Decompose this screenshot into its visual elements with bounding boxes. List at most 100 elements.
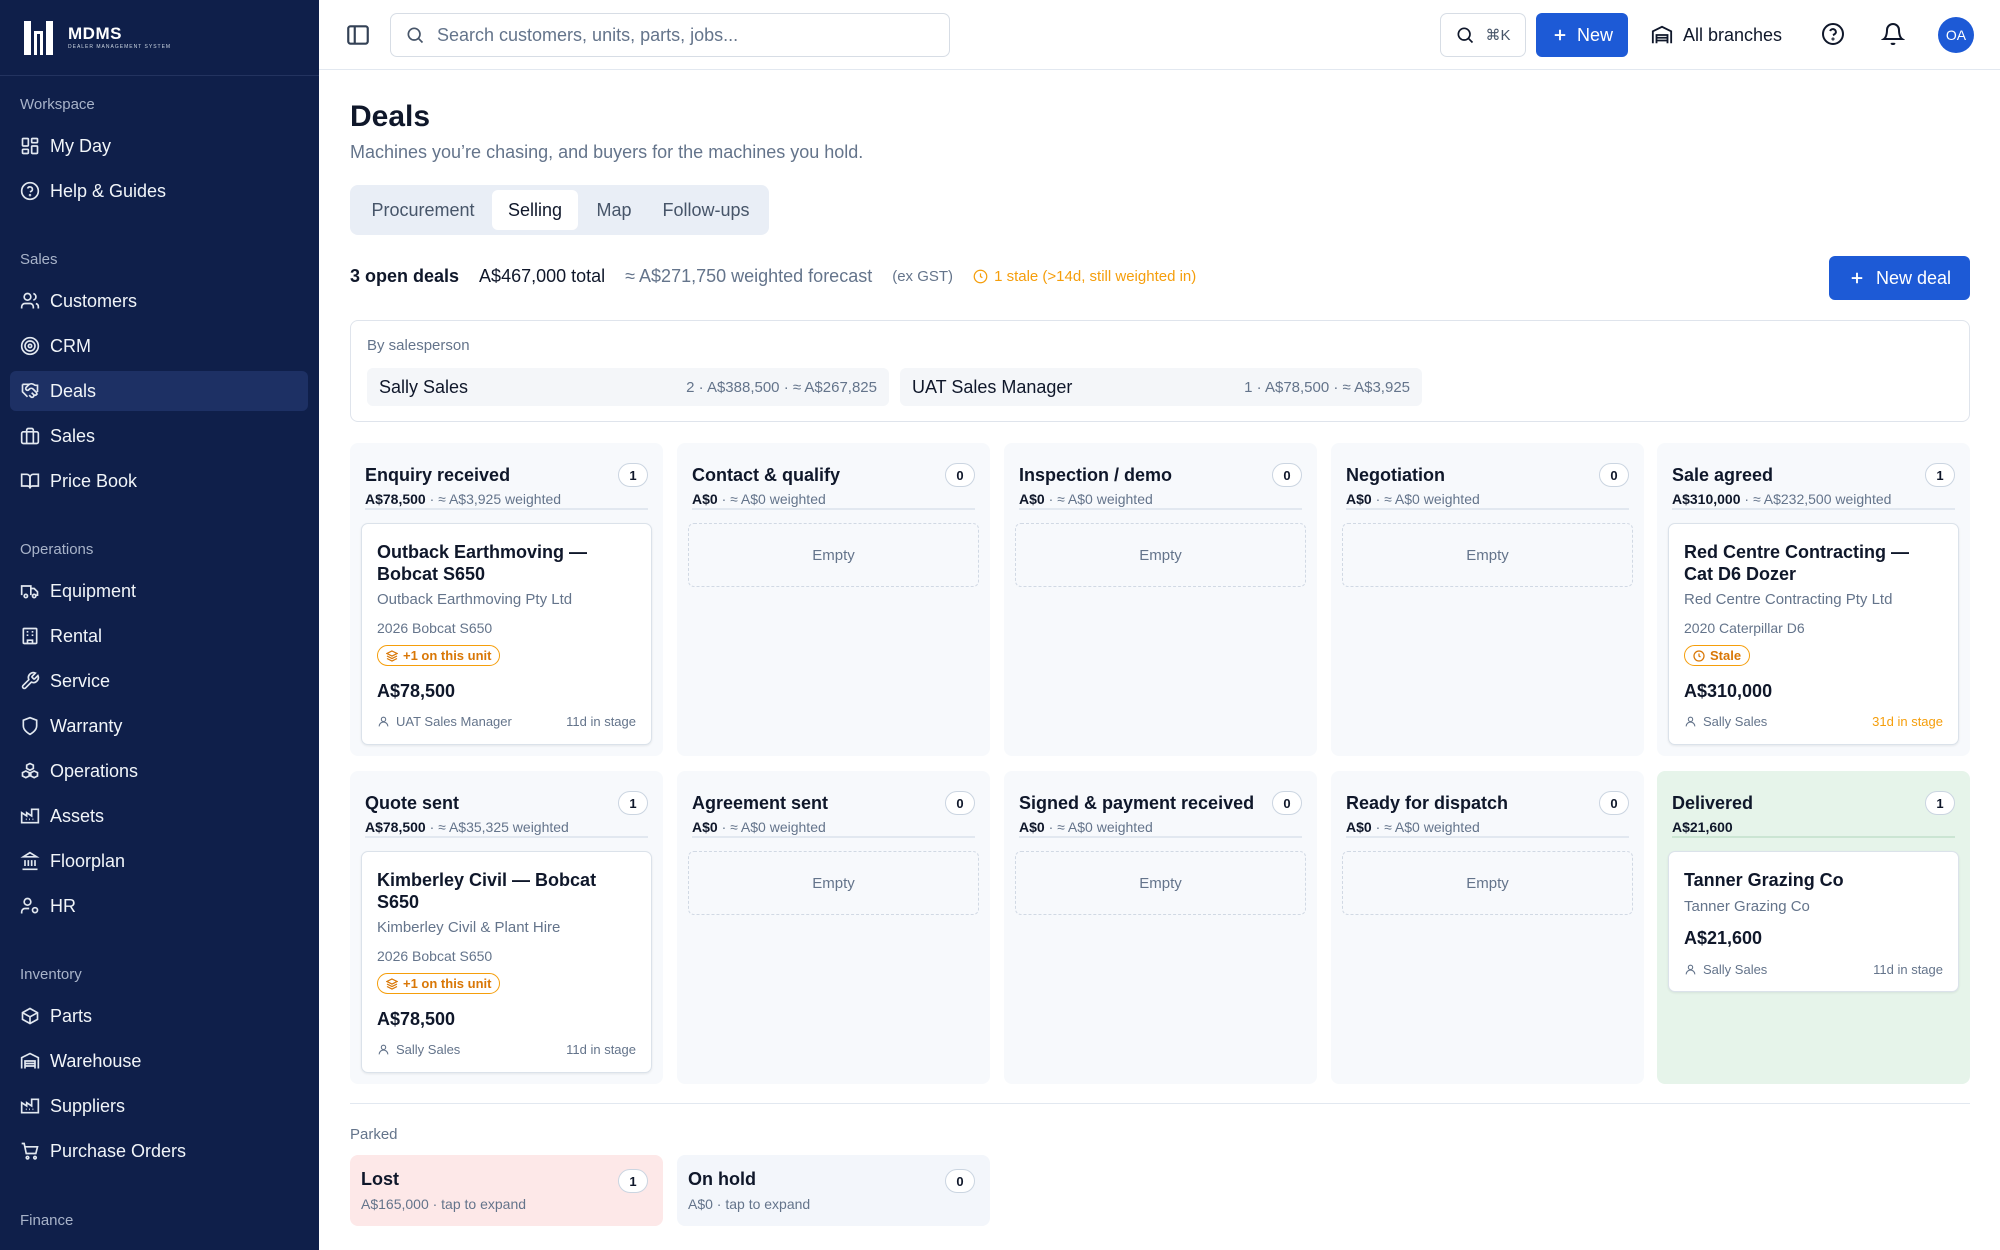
owner-name: Sally Sales <box>1703 962 1768 977</box>
salesperson-name: Sally Sales <box>379 376 469 397</box>
sidebar-item-label: Operations <box>50 760 139 781</box>
user-cog-icon <box>20 897 39 914</box>
sidebar-item-customers[interactable]: Customers <box>10 281 308 321</box>
new-deal-button[interactable]: New deal <box>1829 256 1970 300</box>
sidebar-item-service[interactable]: Service <box>10 661 308 701</box>
grid-icon <box>21 137 39 155</box>
parked-lost[interactable]: Lost 1 A$165,000 · tap to expand <box>350 1155 663 1226</box>
plus-icon <box>1851 272 1863 284</box>
days-in-stage: 31d in stage <box>1872 714 1943 729</box>
sidebar-item-label: CRM <box>50 335 91 356</box>
layers-icon <box>386 977 398 990</box>
cart-icon <box>21 1142 39 1160</box>
column-count: 0 <box>1272 791 1302 815</box>
sidebar-item-my-day[interactable]: My Day <box>10 126 308 166</box>
column-enquiry-received: Enquiry received 1 A$78,500 · ≈ A$3,925 … <box>350 443 663 756</box>
sidebar-item-label: HR <box>50 895 76 916</box>
column-count: 1 <box>618 791 648 815</box>
sidebar-item-rental[interactable]: Rental <box>10 616 308 656</box>
parked-on-hold[interactable]: On hold 0 A$0 · tap to expand <box>677 1155 990 1226</box>
owner-name: Sally Sales <box>1703 714 1768 729</box>
empty-dropzone: Empty <box>688 523 979 587</box>
factory-icon <box>20 808 40 824</box>
sidebar-item-label: Customers <box>50 290 138 311</box>
sidebar-item-label: Suppliers <box>50 1095 126 1116</box>
salesperson-summary: 2 · A$388,500 · ≈ A$267,825 <box>686 378 877 396</box>
deal-card[interactable]: Tanner Grazing Co Tanner Grazing Co A$21… <box>1668 851 1959 992</box>
sidebar-item-hr[interactable]: HR <box>10 886 308 926</box>
column-count: 0 <box>1599 463 1629 487</box>
days-in-stage: 11d in stage <box>1873 962 1943 977</box>
wrench-icon <box>21 671 40 690</box>
column-count: 0 <box>1599 791 1629 815</box>
empty-dropzone: Empty <box>1342 523 1633 587</box>
owner-name: UAT Sales Manager <box>396 714 512 729</box>
branch-selector[interactable]: All branches <box>1651 13 1782 57</box>
badge-text: +1 on this unit <box>403 648 492 663</box>
column-weighted: · ≈ A$0 weighted <box>1044 819 1153 835</box>
column-amount: A$78,500 <box>365 819 426 835</box>
logo-subtext: DEALER MANAGEMENT SYSTEM <box>68 44 172 50</box>
sidebar-item-suppliers[interactable]: Suppliers <box>10 1086 308 1126</box>
sidebar-item-warehouse[interactable]: Warehouse <box>10 1041 308 1081</box>
bell-icon[interactable] <box>1881 22 1905 46</box>
column-amount: A$0 <box>1346 491 1372 507</box>
handshake-icon <box>21 382 39 399</box>
branch-label: All branches <box>1683 24 1783 45</box>
sidebar-item-floorplan[interactable]: Floorplan <box>10 841 308 881</box>
tab-map[interactable]: Map <box>596 199 632 220</box>
gst-note: (ex GST) <box>892 268 954 285</box>
avatar[interactable]: OA <box>1938 17 1974 53</box>
deal-card[interactable]: Outback Earthmoving — Bobcat S650 Outbac… <box>361 523 652 745</box>
nav-section-operations: Operations <box>20 541 94 558</box>
column-count: 1 <box>618 463 648 487</box>
sidebar-item-sales[interactable]: Sales <box>10 416 308 456</box>
command-palette-button[interactable]: ⌘K <box>1440 13 1526 57</box>
parked-count: 1 <box>618 1169 648 1193</box>
sidebar-item-assets[interactable]: Assets <box>10 796 308 836</box>
deal-unit: 2026 Bobcat S650 <box>377 948 493 964</box>
tab-procurement[interactable]: Procurement <box>371 199 475 220</box>
column-amount: A$310,000 <box>1672 491 1741 507</box>
user-icon <box>1685 964 1696 975</box>
salesperson-row[interactable]: Sally Sales 2 · A$388,500 · ≈ A$267,825 <box>367 368 889 406</box>
sidebar-toggle-icon[interactable] <box>345 22 371 48</box>
column-weighted: · ≈ A$0 weighted <box>1371 491 1480 507</box>
new-button[interactable]: New <box>1536 13 1628 57</box>
package-icon <box>21 1007 39 1025</box>
nav-section-inventory: Inventory <box>20 966 82 983</box>
sidebar-item-crm[interactable]: CRM <box>10 326 308 366</box>
help-circle-icon[interactable] <box>1821 22 1845 46</box>
sidebar-item-label: Deals <box>50 380 97 401</box>
column-count: 1 <box>1925 791 1955 815</box>
deal-unit: 2026 Bobcat S650 <box>377 620 493 636</box>
column-weighted: · ≈ A$232,500 weighted <box>1740 491 1892 507</box>
deal-card[interactable]: Kimberley Civil — Bobcat S650 Kimberley … <box>361 851 652 1073</box>
sidebar-item-parts[interactable]: Parts <box>10 996 308 1036</box>
search-placeholder: Search customers, units, parts, jobs... <box>437 24 739 45</box>
logo[interactable]: MDMS DEALER MANAGEMENT SYSTEM <box>0 0 319 76</box>
column-weighted: · ≈ A$35,325 weighted <box>425 819 569 835</box>
salesperson-row[interactable]: UAT Sales Manager 1 · A$78,500 · ≈ A$3,9… <box>900 368 1422 406</box>
search-input[interactable]: Search customers, units, parts, jobs... <box>390 13 950 57</box>
column-title: Inspection / demo <box>1019 465 1173 485</box>
column-negotiation: Negotiation 0 A$0 · ≈ A$0 weighted Empty <box>1331 443 1644 756</box>
deal-card[interactable]: Red Centre Contracting — Cat D6 Dozer Re… <box>1668 523 1959 745</box>
sidebar-item-equipment[interactable]: Equipment <box>10 571 308 611</box>
target-icon <box>20 336 40 356</box>
tab-follow-ups[interactable]: Follow-ups <box>662 199 750 220</box>
stale-indicator[interactable]: 1 stale (>14d, still weighted in) <box>973 268 1196 285</box>
sidebar-item-warranty[interactable]: Warranty <box>10 706 308 746</box>
sidebar-item-deals[interactable]: Deals <box>10 371 308 411</box>
help-circle-icon <box>20 181 40 201</box>
sidebar-item-purchase-orders[interactable]: Purchase Orders <box>10 1131 308 1171</box>
column-count: 0 <box>945 463 975 487</box>
sidebar-item-help-guides[interactable]: Help & Guides <box>10 171 308 211</box>
sidebar-item-price-book[interactable]: Price Book <box>10 461 308 501</box>
tab-selling[interactable]: Selling <box>492 190 578 230</box>
sidebar-item-label: Price Book <box>50 470 138 491</box>
sidebar-item-operations[interactable]: Operations <box>10 751 308 791</box>
truck-icon <box>20 585 39 599</box>
column-sale-agreed: Sale agreed 1 A$310,000 · ≈ A$232,500 we… <box>1657 443 1970 756</box>
shortcut-hint: ⌘K <box>1485 27 1511 44</box>
